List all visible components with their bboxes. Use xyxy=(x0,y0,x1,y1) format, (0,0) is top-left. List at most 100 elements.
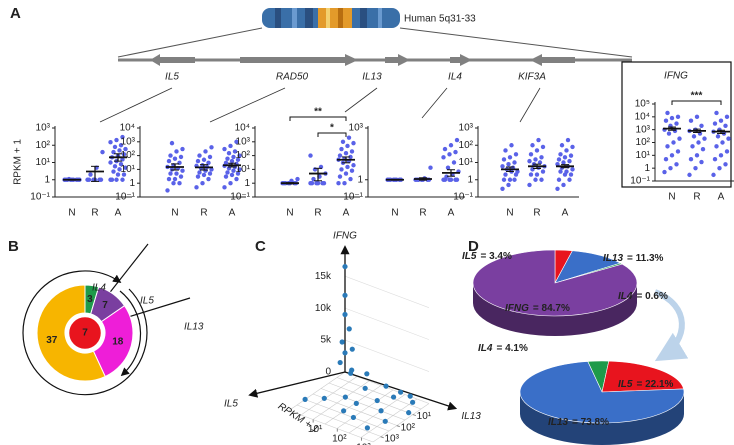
z-grid xyxy=(344,307,430,340)
dot xyxy=(711,172,716,178)
x-tick-label: N xyxy=(391,208,398,219)
dot xyxy=(118,143,124,148)
floor-grid xyxy=(372,403,430,443)
slice-label: IL4 = 4.1% xyxy=(478,343,528,354)
y-tick xyxy=(396,425,400,428)
x-tick-label: 10¹ xyxy=(308,424,323,435)
set-label: IL13 xyxy=(184,322,204,333)
dot xyxy=(675,149,681,154)
dot xyxy=(555,161,560,167)
x-tick-label: N xyxy=(68,208,75,219)
x-tick-label: A xyxy=(229,208,236,219)
x-tick-label: N xyxy=(286,208,293,219)
slice-name: IL5 xyxy=(618,379,633,390)
y-tick-label: 10² xyxy=(401,422,416,433)
y-tick-label: 10⁻¹ xyxy=(30,192,50,203)
dot xyxy=(339,146,344,152)
dot xyxy=(194,185,199,190)
y-tick-label: 10⁻¹ xyxy=(630,176,650,187)
dot xyxy=(717,165,722,171)
dot xyxy=(98,177,104,182)
x-tick-label: R xyxy=(533,208,540,219)
slice-value: = 4.1% xyxy=(496,343,528,354)
dot xyxy=(669,153,675,158)
dot xyxy=(346,135,352,140)
slice-value: = 0.6% xyxy=(636,291,668,302)
floor-grid xyxy=(320,388,406,421)
dot xyxy=(668,165,673,171)
dot xyxy=(448,177,454,182)
z-tick-label: 15k xyxy=(315,271,332,282)
dot xyxy=(226,150,232,156)
z-tick-label: 10k xyxy=(315,303,332,314)
dot xyxy=(348,176,353,182)
chromosome-label: Human 5q31-33 xyxy=(404,14,476,25)
slice-label: IL5 = 3.4% xyxy=(462,251,512,262)
plot-title: IFNG xyxy=(664,71,688,82)
point xyxy=(342,311,348,318)
dot xyxy=(696,140,701,145)
point xyxy=(362,385,368,391)
dot xyxy=(195,174,201,179)
x-tick-label: R xyxy=(419,208,426,219)
dot xyxy=(674,121,679,126)
dot xyxy=(197,170,202,175)
x-tick-label: N xyxy=(668,192,675,203)
donut-segment xyxy=(36,284,106,382)
point xyxy=(382,418,388,424)
dot xyxy=(715,134,721,139)
dot xyxy=(166,158,172,164)
significance-bracket xyxy=(671,100,722,105)
dot xyxy=(174,171,179,176)
dot xyxy=(108,160,113,165)
point xyxy=(397,389,404,395)
point xyxy=(349,367,355,373)
y-tick-label: 10³ xyxy=(121,136,136,147)
dot xyxy=(570,144,575,150)
x-tick-label: A xyxy=(115,208,122,219)
slice-name: IL4 xyxy=(618,291,633,302)
dot xyxy=(564,169,569,174)
dot xyxy=(171,181,176,186)
slice-value: = 22.1% xyxy=(636,379,673,390)
point xyxy=(349,346,355,352)
dot xyxy=(207,171,213,176)
y-tick-label: 1 xyxy=(129,178,135,189)
dot xyxy=(712,121,718,126)
point xyxy=(410,399,416,405)
slice-value: = 11.3% xyxy=(627,253,664,264)
dot xyxy=(114,177,119,182)
dot xyxy=(201,172,207,178)
floor-grid xyxy=(312,380,370,420)
point xyxy=(321,395,327,401)
point xyxy=(353,400,359,407)
y-tick-label: 10¹ xyxy=(459,157,474,168)
dot xyxy=(235,171,241,176)
dot xyxy=(558,152,563,157)
y-tick-label: 1 xyxy=(467,174,473,185)
segment-label: 7 xyxy=(102,300,108,311)
x-tick-label: R xyxy=(91,208,98,219)
dot xyxy=(512,160,517,165)
point xyxy=(383,383,389,389)
dot xyxy=(697,131,703,136)
significance-label: * xyxy=(330,123,334,134)
dot xyxy=(448,143,454,148)
dot xyxy=(723,162,728,167)
slice-name: IL4 xyxy=(478,343,493,354)
gene-label: IL13 xyxy=(362,72,382,83)
point xyxy=(302,396,308,402)
slice-value: = 3.4% xyxy=(480,251,512,262)
dot xyxy=(501,177,507,182)
gene-label: IL5 xyxy=(165,72,179,83)
slice-label: IL13 = 11.3% xyxy=(603,253,664,264)
dot xyxy=(540,169,546,174)
dot xyxy=(295,176,300,182)
dot xyxy=(688,118,694,123)
slice-name: IL13 xyxy=(548,417,568,428)
panel-label: B xyxy=(8,238,19,255)
dot xyxy=(503,148,508,153)
significance-label: *** xyxy=(691,91,703,102)
dot xyxy=(237,153,242,158)
